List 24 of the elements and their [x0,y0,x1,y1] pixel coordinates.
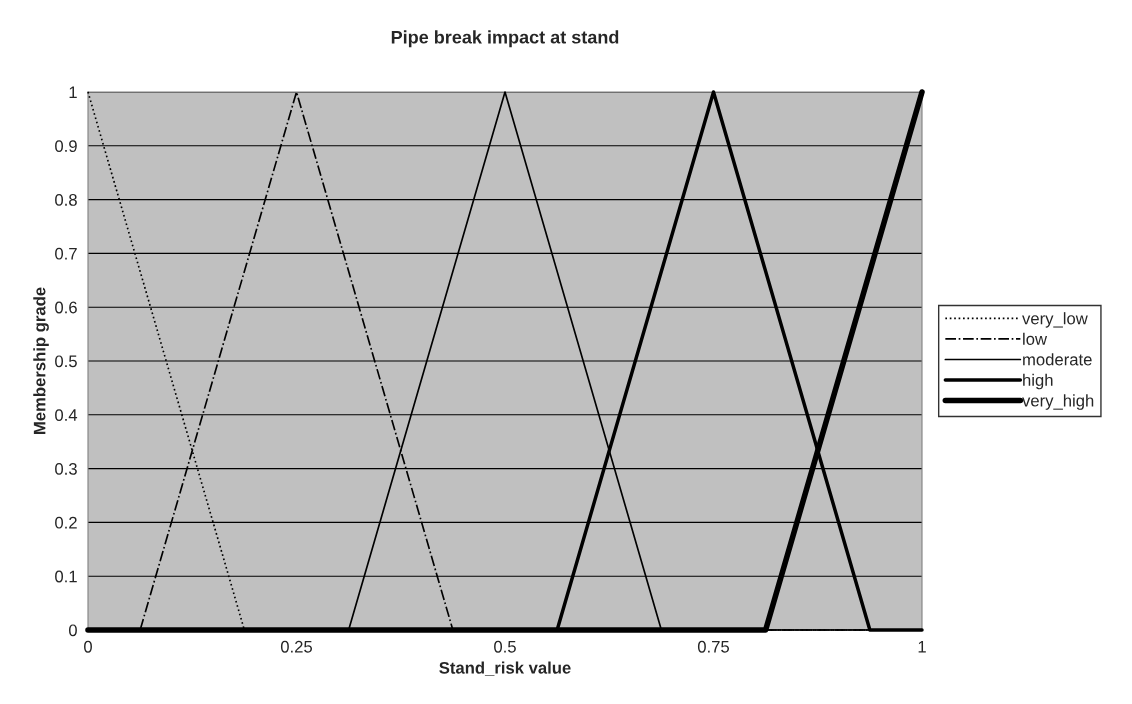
x-tick-label: 0.75 [697,640,730,653]
x-tick-label: 0.5 [494,640,516,653]
y-tick-label: 0.4 [55,409,78,421]
legend-label: high [1023,373,1053,390]
y-tick-label: 0.7 [55,247,77,260]
y-tick-label: 0.3 [55,463,77,475]
y-tick-label: 0.5 [55,355,77,368]
y-tick-label: 0.6 [55,301,77,314]
chart-title: Pipe break impact at stand [391,30,619,48]
legend-label: very_high [1022,394,1094,410]
y-tick-label: 0.9 [55,140,77,152]
x-tick-label: 1 [918,641,926,653]
legend-label: low [1023,332,1048,345]
y-axis-title: Membership grade [33,287,49,434]
x-tick-label: 0 [84,640,92,653]
legend-label: moderate [1023,353,1092,366]
x-axis-title: Stand_risk value [439,661,571,676]
y-tick-label: 0.8 [55,194,77,206]
y-tick-label: 0.2 [55,516,77,529]
y-tick-label: 0.1 [55,570,77,583]
x-tick-label: 0.25 [280,640,313,653]
y-tick-label: 1 [69,86,77,99]
legend-label: very_low [1022,312,1088,328]
y-tick-label: 0 [68,624,77,637]
